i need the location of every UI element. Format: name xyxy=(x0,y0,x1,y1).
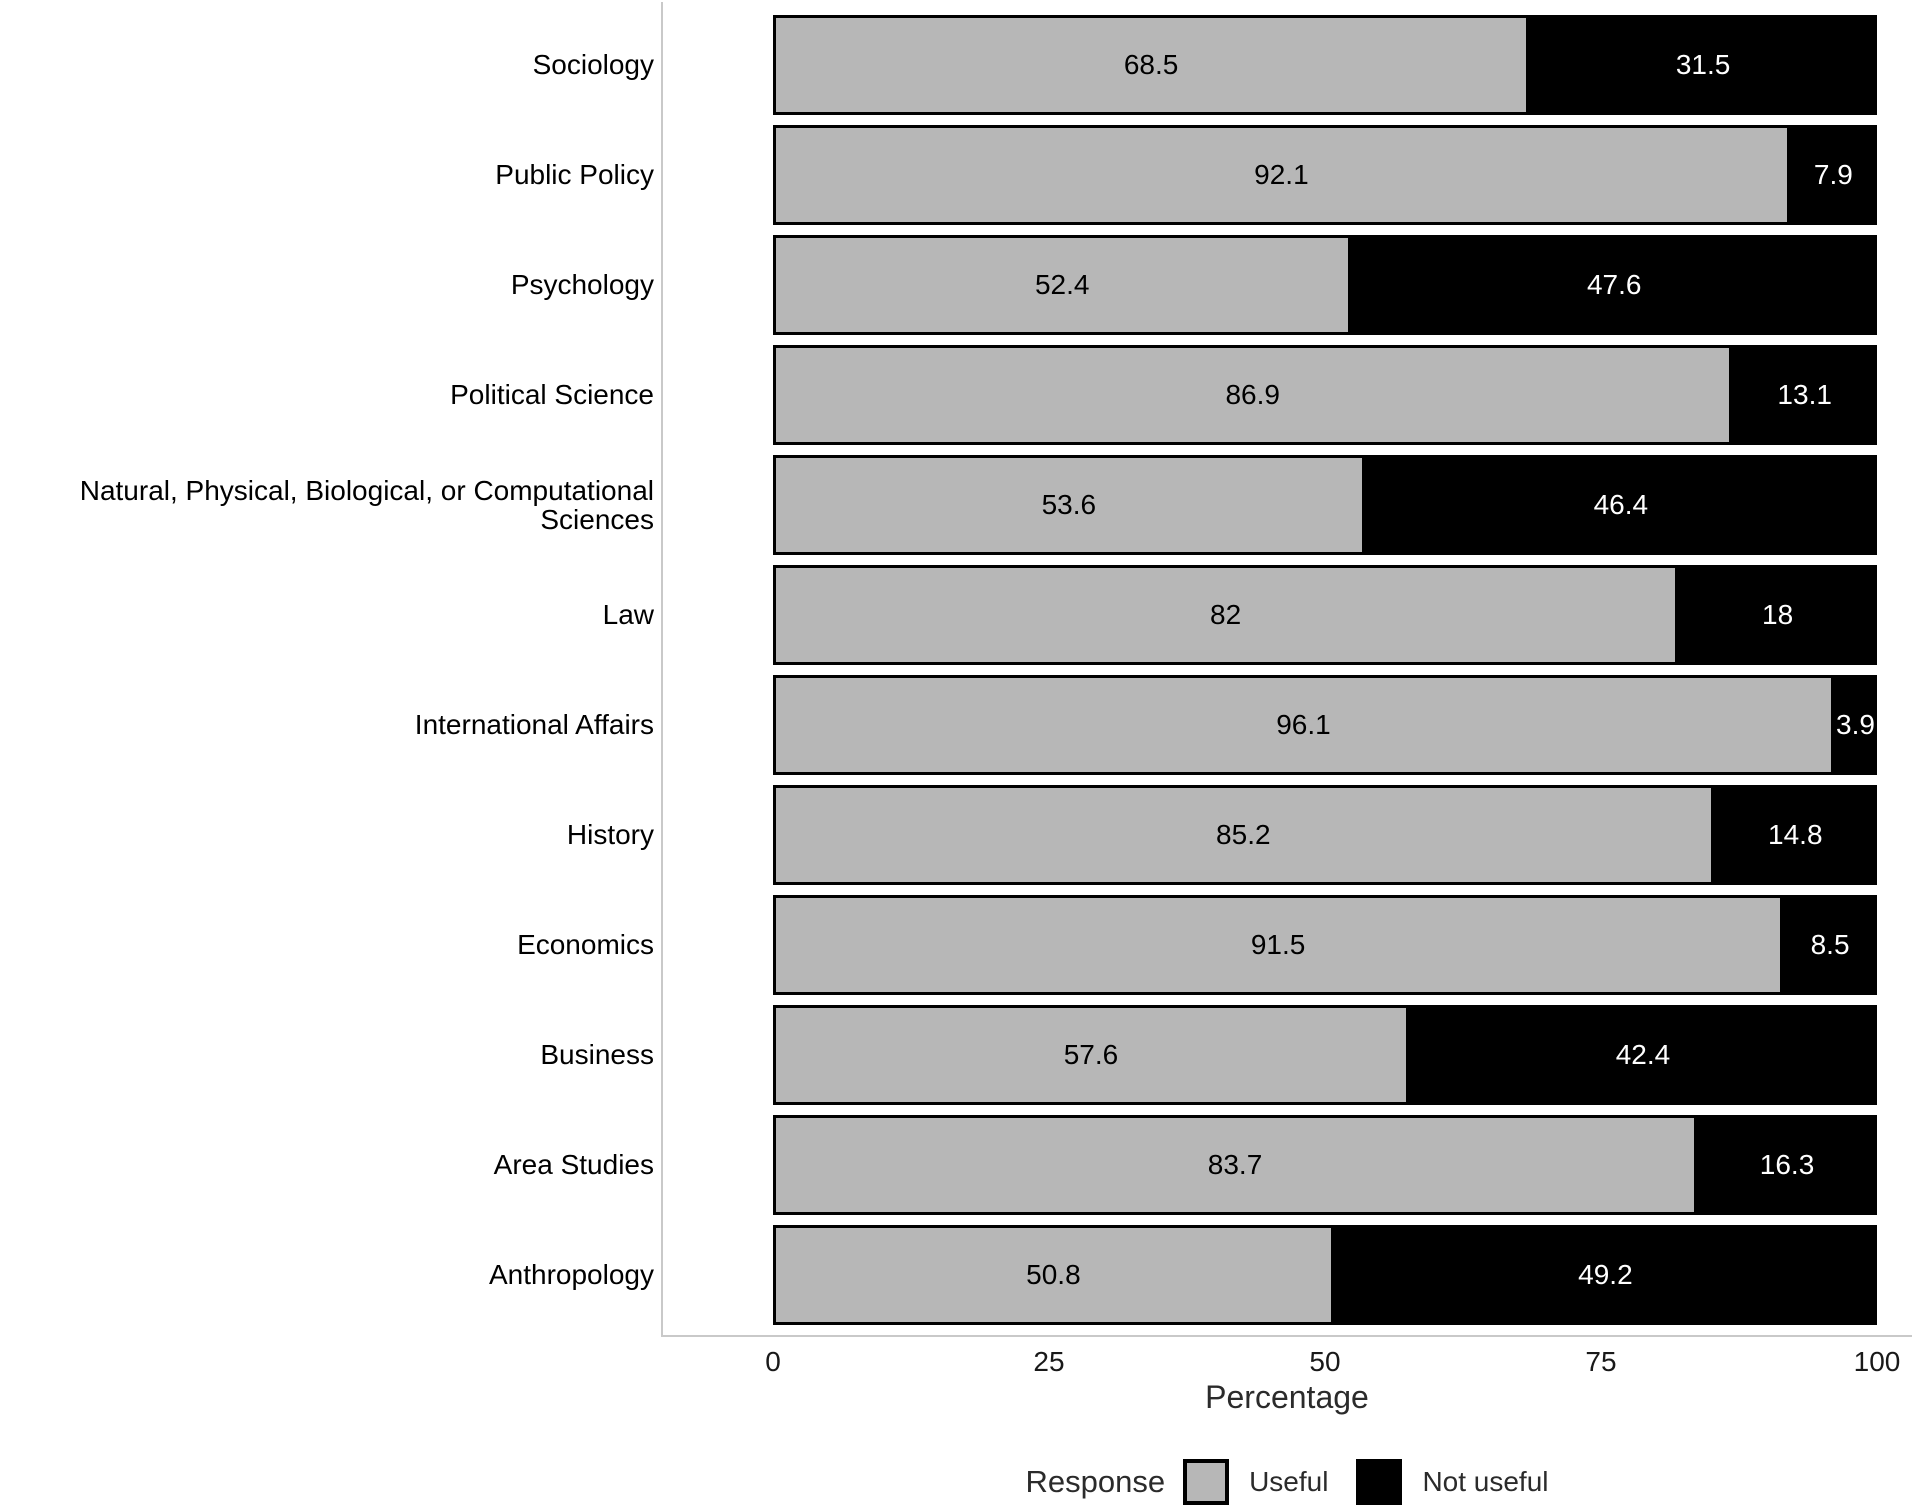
category-label: Business xyxy=(540,1039,654,1071)
x-tick-label: 50 xyxy=(1309,1346,1341,1377)
x-tick-label: 100 xyxy=(1853,1346,1901,1377)
category-label: Natural, Physical, Biological, or Comput… xyxy=(79,474,654,535)
x-axis-line xyxy=(661,1335,1912,1337)
bar-segment-useful: 52.4 xyxy=(773,235,1352,335)
x-axis-title: Percentage xyxy=(1205,1379,1369,1415)
bar-segment-useful: 86.9 xyxy=(773,345,1733,445)
value-label: 18 xyxy=(1762,599,1794,630)
category-label: History xyxy=(566,819,654,851)
x-tick-label: 0 xyxy=(765,1346,781,1377)
bar-segment-not-useful: 3.9 xyxy=(1833,675,1877,775)
legend-swatch-not-useful xyxy=(1356,1459,1403,1505)
value-label: 47.6 xyxy=(1586,269,1642,300)
value-label: 42.4 xyxy=(1615,1039,1671,1070)
bar-segment-not-useful: 46.4 xyxy=(1364,455,1877,555)
bar-segment-not-useful: 49.2 xyxy=(1333,1225,1877,1325)
bar-segment-not-useful: 18 xyxy=(1678,565,1877,665)
bar-segment-useful: 50.8 xyxy=(773,1225,1334,1325)
category-label: International Affairs xyxy=(414,709,654,741)
bar-segment-not-useful: 47.6 xyxy=(1351,235,1877,335)
category-label: Law xyxy=(602,599,654,631)
value-label: 7.9 xyxy=(1813,159,1853,190)
value-label: 92.1 xyxy=(1254,159,1309,190)
legend-label-useful: Useful xyxy=(1249,1466,1329,1497)
y-axis-line xyxy=(661,2,663,1336)
value-label: 57.6 xyxy=(1063,1039,1119,1070)
category-label: Political Science xyxy=(450,379,654,411)
bar-segment-useful: 91.5 xyxy=(773,895,1784,995)
value-label: 91.5 xyxy=(1250,929,1306,960)
bar-segment-not-useful: 7.9 xyxy=(1789,125,1877,225)
bar-segment-not-useful: 31.5 xyxy=(1529,15,1877,115)
bar-segment-useful: 96.1 xyxy=(773,675,1834,775)
value-label: 53.6 xyxy=(1041,489,1097,520)
legend-label-not-useful: Not useful xyxy=(1422,1466,1549,1497)
value-label: 52.4 xyxy=(1034,269,1090,300)
bar-segment-not-useful: 42.4 xyxy=(1408,1005,1877,1105)
bar-segment-not-useful: 8.5 xyxy=(1783,895,1877,995)
bar-segment-useful: 53.6 xyxy=(773,455,1365,555)
bar-segment-useful: 92.1 xyxy=(773,125,1790,225)
value-label: 13.1 xyxy=(1777,379,1832,410)
bar-segment-not-useful: 14.8 xyxy=(1713,785,1877,885)
value-label: 31.5 xyxy=(1675,49,1731,80)
value-label: 16.3 xyxy=(1759,1149,1815,1180)
value-label: 68.5 xyxy=(1123,49,1179,80)
bar-segment-useful: 82 xyxy=(773,565,1679,665)
x-tick-label: 25 xyxy=(1033,1346,1065,1377)
value-label: 85.2 xyxy=(1216,819,1271,850)
value-label: 82 xyxy=(1210,599,1242,630)
category-label: Economics xyxy=(517,929,654,961)
category-label: Anthropology xyxy=(488,1259,654,1291)
legend: Response Useful Not useful xyxy=(662,1456,1912,1508)
value-label: 83.7 xyxy=(1207,1149,1263,1180)
value-label: 8.5 xyxy=(1810,929,1850,960)
value-label: 96.1 xyxy=(1276,709,1331,740)
value-label: 14.8 xyxy=(1768,819,1823,850)
category-label: Sociology xyxy=(532,49,654,81)
value-label: 86.9 xyxy=(1225,379,1280,410)
value-label: 46.4 xyxy=(1593,489,1649,520)
category-label: Area Studies xyxy=(493,1149,654,1181)
legend-swatch-useful xyxy=(1183,1459,1230,1505)
x-tick-label: 75 xyxy=(1585,1346,1617,1377)
bar-segment-not-useful: 13.1 xyxy=(1732,345,1877,445)
bar-segment-useful: 68.5 xyxy=(773,15,1530,115)
bar-segment-useful: 83.7 xyxy=(773,1115,1698,1215)
bar-segment-useful: 85.2 xyxy=(773,785,1714,885)
value-label: 3.9 xyxy=(1836,709,1875,740)
value-label: 50.8 xyxy=(1026,1259,1081,1290)
category-label: Public Policy xyxy=(495,159,654,191)
legend-title: Response xyxy=(1025,1464,1166,1499)
bar-segment-useful: 57.6 xyxy=(773,1005,1409,1105)
value-label: 49.2 xyxy=(1578,1259,1633,1290)
bar-segment-not-useful: 16.3 xyxy=(1697,1115,1877,1215)
category-label: Psychology xyxy=(510,269,654,301)
